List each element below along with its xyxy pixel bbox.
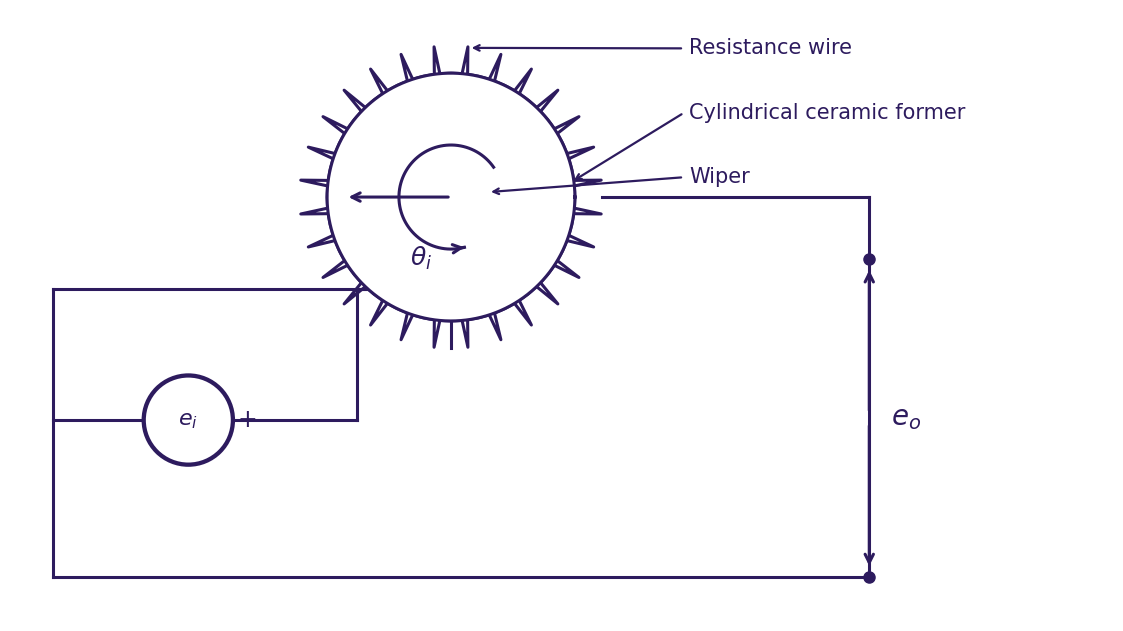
Polygon shape xyxy=(327,73,575,321)
Text: $e_i$: $e_i$ xyxy=(179,409,199,431)
Text: Cylindrical ceramic former: Cylindrical ceramic former xyxy=(688,103,966,123)
Text: Resistance wire: Resistance wire xyxy=(688,38,852,59)
Polygon shape xyxy=(301,47,601,347)
Text: $e_o$: $e_o$ xyxy=(891,404,921,432)
Circle shape xyxy=(144,375,232,464)
Text: $\theta_i$: $\theta_i$ xyxy=(410,245,432,272)
Text: $-$: $-$ xyxy=(120,408,139,432)
Text: $+$: $+$ xyxy=(237,408,256,432)
Text: Wiper: Wiper xyxy=(688,167,750,187)
